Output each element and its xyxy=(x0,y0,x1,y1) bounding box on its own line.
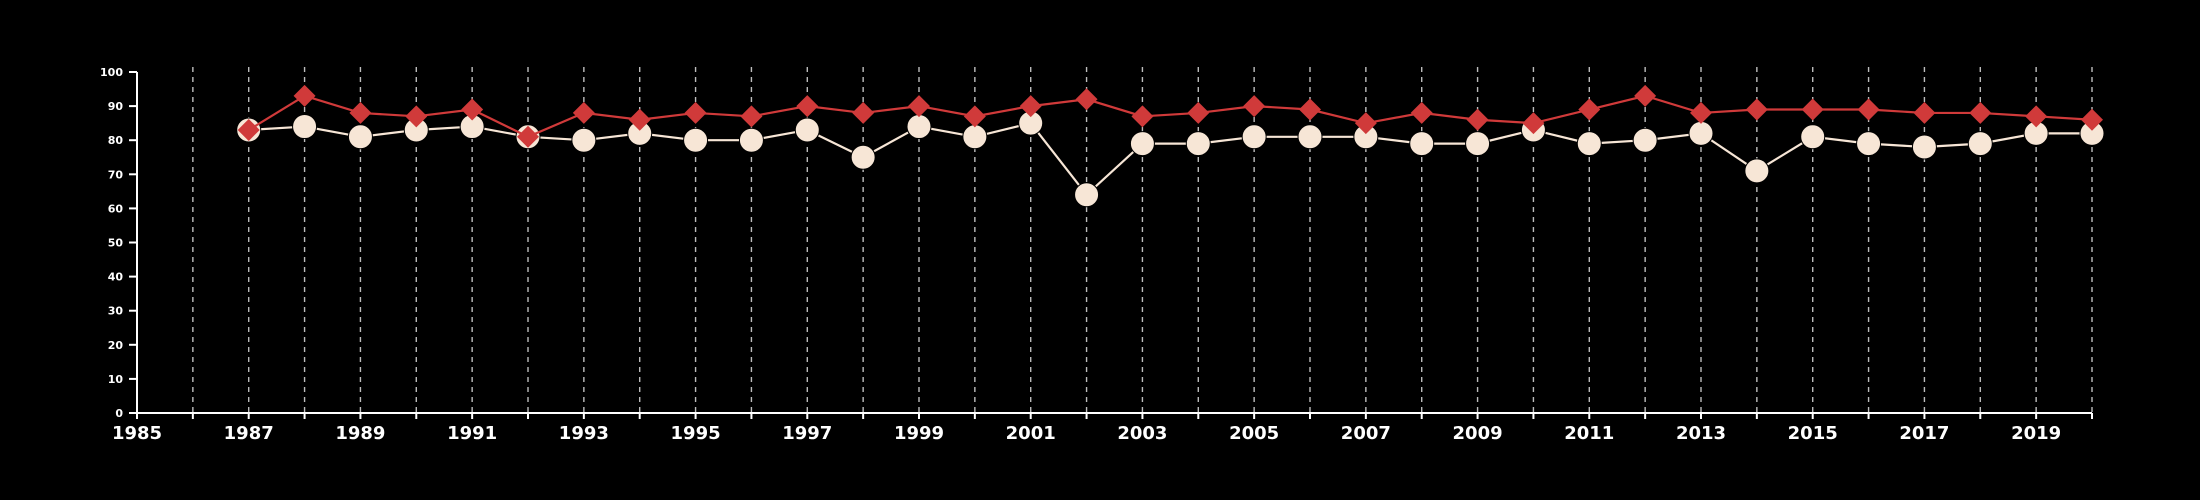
data-point-circle-2009 xyxy=(1465,131,1491,157)
data-point-diamond-1992 xyxy=(517,125,539,148)
y-tick-label-30: 30 xyxy=(108,305,124,318)
data-point-diamond-1988 xyxy=(293,84,316,107)
data-point-circle-1998 xyxy=(850,144,876,170)
x-tick-label-2009: 2009 xyxy=(1453,423,1503,444)
data-point-diamond-2017 xyxy=(1913,101,1936,124)
x-tick-label-1991: 1991 xyxy=(447,423,497,444)
x-tick-label-2019: 2019 xyxy=(2011,423,2061,444)
gridlines xyxy=(192,67,2093,413)
x-tick-label-1993: 1993 xyxy=(559,423,609,444)
data-point-diamond-2009 xyxy=(1466,108,1489,131)
y-tick-label-40: 40 xyxy=(108,271,124,284)
x-tick-label-1995: 1995 xyxy=(671,423,721,444)
data-point-diamond-1996 xyxy=(740,105,763,128)
data-point-circle-1995 xyxy=(683,127,709,153)
series-line-circle xyxy=(248,121,2092,197)
data-point-diamond-2018 xyxy=(1969,101,1992,124)
data-point-circle-2000 xyxy=(962,124,988,150)
data-point-diamond-1990 xyxy=(405,105,428,128)
x-tick-label-2001: 2001 xyxy=(1006,423,1056,444)
data-point-diamond-2007 xyxy=(1354,112,1377,135)
data-point-diamond-2016 xyxy=(1857,98,1880,121)
data-point-circle-2002 xyxy=(1074,182,1100,208)
y-tick-label-100: 100 xyxy=(100,66,123,79)
data-point-diamond-2001 xyxy=(1019,95,1042,118)
data-point-diamond-1989 xyxy=(349,101,372,124)
x-tick-label-2003: 2003 xyxy=(1117,423,1167,444)
x-tick-label-1989: 1989 xyxy=(335,423,385,444)
data-point-circle-2012 xyxy=(1632,127,1658,153)
data-point-circle-1993 xyxy=(571,127,597,153)
data-point-diamond-2013 xyxy=(1690,101,1712,124)
data-point-diamond-1997 xyxy=(796,95,819,118)
y-tick-label-20: 20 xyxy=(108,339,124,352)
data-point-diamond-1995 xyxy=(684,101,707,124)
data-point-circle-2008 xyxy=(1409,131,1435,157)
data-point-diamond-2014 xyxy=(1745,98,1768,121)
data-point-circle-2015 xyxy=(1800,124,1826,150)
x-tick-label-2007: 2007 xyxy=(1341,423,1391,444)
data-point-circle-1999 xyxy=(906,114,932,140)
data-point-circle-2003 xyxy=(1129,131,1155,157)
data-point-diamond-2003 xyxy=(1131,105,1154,128)
data-point-circle-2018 xyxy=(1967,131,1993,157)
data-point-diamond-2015 xyxy=(1801,98,1824,121)
y-tick-label-60: 60 xyxy=(108,202,124,215)
x-tick-label-1999: 1999 xyxy=(894,423,944,444)
data-point-circle-2005 xyxy=(1241,124,1267,150)
data-point-diamond-1991 xyxy=(461,98,484,121)
x-tick-label-1985: 1985 xyxy=(112,423,162,444)
x-tick-label-2015: 2015 xyxy=(1788,423,1838,444)
x-tick-label-2017: 2017 xyxy=(1899,423,1949,444)
x-tick-label-2013: 2013 xyxy=(1676,423,1726,444)
x-tick-label-1997: 1997 xyxy=(782,423,832,444)
data-point-circle-2004 xyxy=(1185,131,1211,157)
y-tick-label-80: 80 xyxy=(108,134,124,147)
y-tick-label-0: 0 xyxy=(115,407,123,420)
y-tick-label-50: 50 xyxy=(108,237,124,250)
y-tick-label-10: 10 xyxy=(108,373,124,386)
data-point-circle-1988 xyxy=(292,114,318,140)
data-point-diamond-1993 xyxy=(572,101,595,124)
data-point-diamond-2011 xyxy=(1578,98,1601,121)
series xyxy=(236,84,2105,208)
data-point-diamond-2002 xyxy=(1075,88,1098,111)
data-point-diamond-2012 xyxy=(1634,84,1657,107)
x-tick-label-2005: 2005 xyxy=(1229,423,1279,444)
data-point-diamond-2006 xyxy=(1299,98,1321,121)
data-point-diamond-2010 xyxy=(1522,112,1545,135)
data-point-circle-2013 xyxy=(1688,120,1714,146)
data-point-circle-2016 xyxy=(1856,131,1882,157)
data-point-diamond-2005 xyxy=(1243,95,1266,118)
y-tick-label-90: 90 xyxy=(108,100,124,113)
data-point-diamond-2019 xyxy=(2025,105,2048,128)
data-point-diamond-2008 xyxy=(1410,101,1433,124)
x-tick-label-2011: 2011 xyxy=(1564,423,1614,444)
x-tick-label-1987: 1987 xyxy=(224,423,274,444)
data-point-circle-2017 xyxy=(1911,134,1937,160)
data-point-diamond-2000 xyxy=(963,105,986,128)
data-point-circle-1996 xyxy=(738,127,764,153)
data-point-diamond-1999 xyxy=(908,95,930,118)
data-point-diamond-1994 xyxy=(628,108,651,131)
data-point-circle-1989 xyxy=(347,124,373,150)
data-point-diamond-1987 xyxy=(237,118,260,141)
y-tick-label-70: 70 xyxy=(108,168,124,181)
series-line-diamond xyxy=(248,94,2093,138)
data-point-diamond-1998 xyxy=(852,101,875,124)
data-point-circle-1997 xyxy=(794,117,820,143)
data-point-diamond-2020 xyxy=(2081,108,2103,131)
axes: 0 10 20 30 40 50 60 70 80 90 100 1985 1987 1989 1991 19… xyxy=(100,66,2093,444)
data-point-circle-2014 xyxy=(1744,158,1770,184)
data-point-diamond-2004 xyxy=(1187,101,1210,124)
data-point-circle-2006 xyxy=(1297,124,1323,150)
data-point-circle-2011 xyxy=(1576,131,1602,157)
